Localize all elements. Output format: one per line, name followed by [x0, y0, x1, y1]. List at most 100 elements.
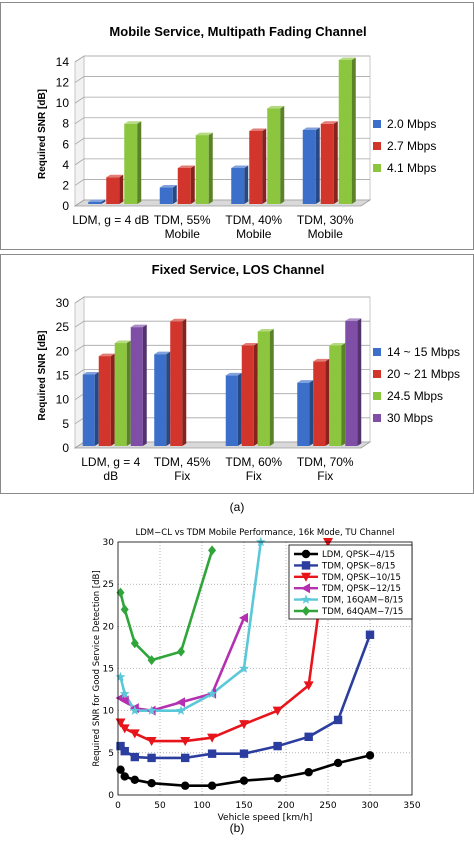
legend-label: 4.1 Mbps	[387, 161, 436, 175]
fixed-service-panel: Fixed Service, LOS Channel 0 5 10 15 20 25 30 Re…	[0, 254, 474, 494]
y-tick-label: 2	[62, 178, 69, 192]
bar-side	[101, 199, 106, 204]
bar	[159, 185, 177, 204]
bar-side	[190, 165, 195, 204]
y-tick-label: 12	[56, 76, 70, 90]
bar-front	[170, 321, 183, 446]
data-point	[301, 549, 311, 559]
bar-side	[182, 318, 187, 446]
bar-side	[262, 128, 267, 204]
x-tick-label: TDM, 40%	[225, 213, 282, 227]
data-point	[207, 749, 217, 758]
x-tick-label: 100	[193, 801, 210, 811]
data-point	[147, 655, 156, 666]
bar-front	[231, 168, 245, 204]
gridline	[74, 296, 370, 304]
data-point	[304, 732, 313, 742]
data-point	[146, 737, 157, 747]
x-tick-label: Fix	[317, 469, 333, 483]
data-point	[365, 630, 375, 639]
y-tick-label: 15	[56, 369, 70, 383]
data-point	[303, 681, 314, 691]
data-point	[301, 594, 311, 604]
bar-top	[231, 165, 249, 168]
bar-front	[338, 60, 352, 204]
bar-front	[82, 374, 95, 446]
legend-swatch	[373, 142, 381, 150]
y-tick-label: 30	[103, 538, 115, 548]
bar-top	[249, 128, 267, 131]
legend-label: LDM, QPSK−4/15	[322, 550, 395, 560]
caption-b: (b)	[229, 821, 245, 835]
data-point	[147, 753, 156, 763]
bar-side	[357, 318, 362, 446]
bar-front	[320, 123, 334, 204]
plot-floor	[73, 441, 372, 449]
bar-side	[119, 174, 124, 204]
bar-front	[241, 345, 254, 446]
x-tick-label: 0	[115, 801, 121, 811]
y-tick-label: 0	[62, 199, 69, 213]
chart-title: LDM−CL vs TDM Mobile Performance, 16k Mo…	[136, 528, 395, 538]
x-axis-label: Vehicle speed [km/h]	[218, 813, 313, 823]
legend-label: TDM, 16QAM−8/15	[321, 596, 403, 606]
gridline	[74, 96, 370, 104]
legend-label: 2.0 Mbps	[387, 117, 436, 131]
bar-front	[195, 135, 209, 204]
bar-top	[267, 105, 285, 109]
gridline	[74, 76, 370, 83]
y-tick-label: 4	[62, 158, 69, 172]
fixed-service-chart: Fixed Service, LOS Channel 0 5 10 15 20 25 30 Re…	[37, 262, 460, 483]
data-point	[146, 705, 157, 715]
y-tick-label: 0	[62, 441, 69, 455]
bar-top	[241, 342, 258, 346]
bar-top	[154, 351, 171, 355]
bar	[170, 318, 187, 446]
x-tick-label: TDM, 45%	[154, 455, 211, 469]
legend-swatch	[373, 164, 381, 172]
y-tick-label: 25	[56, 320, 70, 334]
data-point	[301, 583, 310, 594]
bar-top	[130, 324, 147, 328]
y-tick-label: 5	[108, 749, 114, 759]
vehicle-speed-chart: LDM−CL vs TDM Mobile Performance, 16k Mo…	[92, 528, 421, 823]
x-tick-label: 150	[235, 801, 252, 811]
bar-front	[88, 201, 102, 204]
bar-front	[177, 168, 191, 204]
y-tick-label: 30	[56, 296, 70, 310]
bar-side	[351, 57, 356, 204]
bar-top	[177, 165, 195, 168]
legend-label: 2.7 Mbps	[387, 139, 436, 153]
data-point	[177, 646, 185, 657]
bar-top	[106, 174, 124, 178]
series-markers	[115, 536, 266, 715]
legend-entry: TDM, QPSK−12/15	[294, 583, 401, 594]
bar-top	[195, 132, 213, 136]
bar-front	[329, 345, 342, 446]
data-point	[207, 688, 218, 699]
bar-side	[280, 105, 285, 204]
bar-top	[338, 57, 356, 60]
bar-side	[333, 121, 338, 204]
bar-side	[269, 328, 274, 446]
y-tick-label: 10	[56, 96, 70, 110]
bar	[195, 132, 213, 204]
bar-top	[329, 342, 346, 346]
bar-top	[114, 340, 131, 344]
bar-top	[88, 199, 106, 202]
legend-label: TDM, QPSK−12/15	[321, 584, 401, 594]
bar-top	[159, 185, 177, 188]
bar	[231, 165, 249, 204]
bar-top	[170, 318, 187, 322]
bar-top	[82, 371, 99, 375]
series-markers	[116, 751, 375, 790]
bar	[106, 174, 124, 204]
bar-side	[137, 121, 142, 204]
legend-label: 20 ~ 21 Mbps	[387, 367, 460, 381]
x-tick-label: 50	[154, 801, 166, 811]
bar-top	[98, 353, 115, 357]
data-point	[181, 781, 190, 790]
data-point	[207, 781, 217, 790]
y-tick-label: 10	[103, 707, 115, 717]
data-point	[120, 746, 129, 756]
